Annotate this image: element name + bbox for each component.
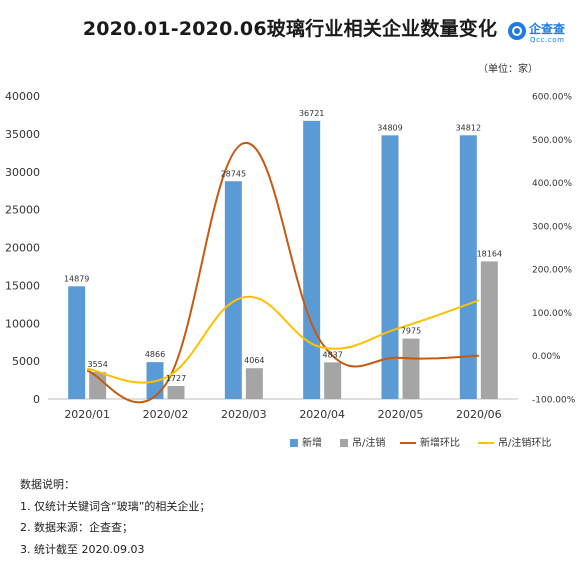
bar-data-label: 34809 bbox=[377, 123, 402, 132]
qcc-logo: 企查查 Qcc.com bbox=[508, 20, 570, 50]
y-left-tick-label: 35000 bbox=[5, 128, 40, 141]
x-tick-label: 2020/04 bbox=[299, 408, 345, 421]
axes: 0 5000 10000 15000 20000 25000 30000 35000 40000… bbox=[5, 90, 576, 421]
legend-swatch-cancel-mom bbox=[478, 442, 494, 444]
y-right-tick-label: 0.00% bbox=[532, 352, 561, 362]
bar bbox=[224, 181, 242, 399]
bar-data-label: 1727 bbox=[166, 374, 186, 383]
bar bbox=[167, 385, 185, 399]
notes-line-3: 3. 统计截至 2020.09.03 bbox=[20, 542, 145, 556]
legend-item-cancel: 吊/注销 bbox=[340, 434, 385, 449]
legend-swatch-new bbox=[290, 439, 298, 447]
y-left-tick-label: 20000 bbox=[5, 242, 40, 255]
data-labels: 14879 4866 28745 36721 34809 34812 3554 1727 406… bbox=[64, 109, 502, 383]
series-lines bbox=[86, 142, 480, 404]
bar bbox=[245, 368, 263, 399]
bar bbox=[303, 120, 321, 399]
y-right-tick-label: 300.00% bbox=[532, 222, 572, 232]
y-left-tick-label: 0 bbox=[33, 393, 40, 406]
unit-label: （单位：家） bbox=[478, 64, 538, 75]
legend-label-cancel: 吊/注销 bbox=[352, 438, 386, 449]
legend-swatch-cancel bbox=[340, 439, 348, 447]
bar-data-label: 4064 bbox=[244, 356, 264, 365]
logo-name: 企查查 bbox=[529, 22, 566, 36]
series-line-new-mom bbox=[86, 142, 479, 404]
bar-data-label: 7975 bbox=[401, 327, 421, 336]
legend-item-new-mom: 新增环比 bbox=[400, 434, 460, 449]
y-left-tick-label: 15000 bbox=[5, 279, 40, 292]
y-left-tick-label: 25000 bbox=[5, 204, 40, 217]
bars bbox=[68, 120, 498, 399]
x-tick-label: 2020/05 bbox=[378, 408, 424, 421]
y-right-tick-label: -100.00% bbox=[532, 396, 576, 406]
y-right-tick-label: 100.00% bbox=[532, 309, 572, 319]
y-right-tick-label: 200.00% bbox=[532, 266, 572, 276]
legend-label-cancel-mom: 吊/注销环比 bbox=[498, 438, 552, 449]
x-tick-label: 2020/03 bbox=[221, 408, 267, 421]
bar-data-label: 4837 bbox=[322, 350, 342, 359]
bar bbox=[89, 372, 107, 399]
y-left-tick-label: 30000 bbox=[5, 166, 40, 179]
data-notes: 数据说明： 1. 仅统计关键词含“玻璃”的相关企业； 2. 数据来源：企查查； … bbox=[20, 474, 210, 560]
notes-heading: 数据说明： bbox=[20, 478, 75, 491]
bar-data-label: 34812 bbox=[456, 123, 481, 132]
legend: 新增 吊/注销 新增环比 吊/注销环比 bbox=[0, 434, 580, 450]
magnifier-icon bbox=[508, 22, 526, 40]
bar bbox=[459, 135, 477, 399]
y-right-tick-label: 500.00% bbox=[532, 136, 572, 146]
bar bbox=[402, 338, 420, 399]
bar-data-label: 36721 bbox=[299, 109, 324, 118]
y-left-tick-label: 40000 bbox=[5, 90, 40, 103]
x-tick-label: 2020/06 bbox=[456, 408, 502, 421]
x-tick-label: 2020/02 bbox=[143, 408, 189, 421]
y-right-tick-label: 600.00% bbox=[532, 93, 572, 103]
y-right-tick-label: 400.00% bbox=[532, 179, 572, 189]
bar bbox=[68, 286, 86, 399]
legend-item-new: 新增 bbox=[290, 434, 322, 449]
legend-item-cancel-mom: 吊/注销环比 bbox=[478, 434, 551, 449]
bar bbox=[324, 362, 342, 399]
y-left-tick-label: 10000 bbox=[5, 317, 40, 330]
bar-data-label: 18164 bbox=[477, 249, 502, 258]
legend-label-new-mom: 新增环比 bbox=[420, 438, 460, 449]
notes-line-1: 1. 仅统计关键词含“玻璃”的相关企业； bbox=[20, 499, 211, 513]
bar-line-chart: 0 5000 10000 15000 20000 25000 30000 35000 40000… bbox=[5, 90, 576, 421]
bar-data-label: 4866 bbox=[145, 350, 165, 359]
y-left-tick-label: 5000 bbox=[12, 355, 40, 368]
logo-subtitle: Qcc.com bbox=[530, 36, 565, 44]
notes-line-2: 2. 数据来源：企查查； bbox=[20, 521, 133, 534]
series-line-cancel-mom bbox=[87, 295, 480, 384]
x-tick-label: 2020/01 bbox=[64, 408, 110, 421]
chart-title: 2020.01-2020.06玻璃行业相关企业数量变化 bbox=[82, 18, 498, 40]
legend-label-new: 新增 bbox=[302, 438, 322, 449]
bar bbox=[480, 261, 498, 399]
bar-data-label: 28745 bbox=[221, 169, 246, 178]
legend-swatch-new-mom bbox=[400, 442, 416, 444]
bar-data-label: 14879 bbox=[64, 274, 89, 283]
bar-data-label: 3554 bbox=[87, 360, 107, 369]
